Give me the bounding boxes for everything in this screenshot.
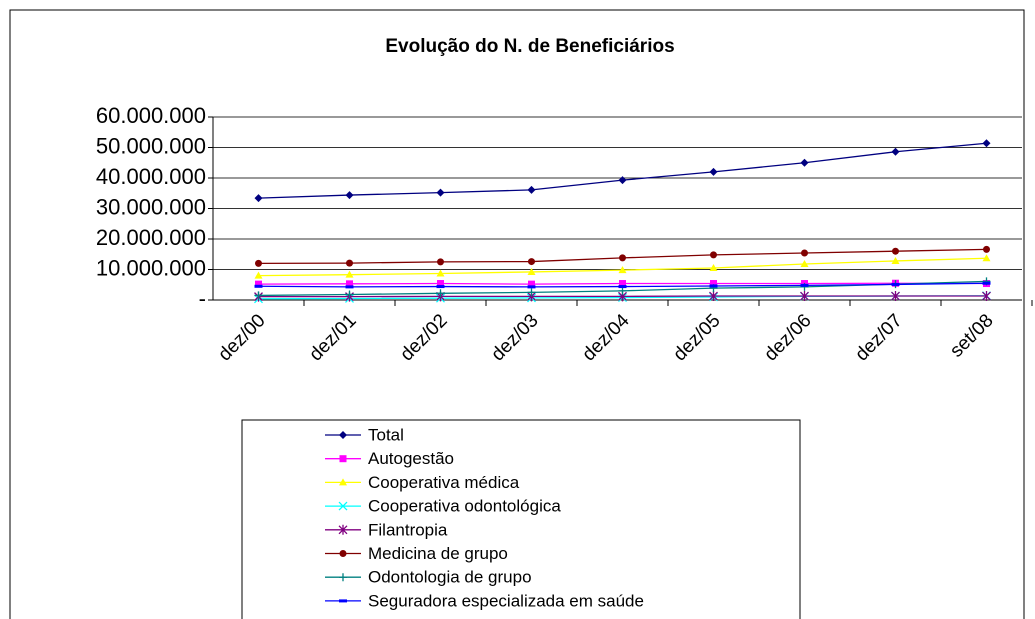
y-tick-label: 30.000.000	[96, 194, 206, 219]
marker	[255, 280, 262, 288]
marker	[618, 266, 627, 274]
marker	[983, 245, 990, 253]
marker	[527, 185, 536, 194]
legend-label: Odontologia de grupo	[368, 568, 532, 587]
marker	[527, 288, 536, 297]
legend-label: Autogestão	[368, 449, 454, 468]
y-tick-label: 10.000.000	[96, 255, 206, 280]
marker	[528, 258, 535, 266]
marker	[618, 176, 627, 185]
legend-label: Cooperativa médica	[368, 473, 520, 492]
y-tick-label: 60.000.000	[96, 103, 206, 128]
chart-title: Evolução do N. de Beneficiários	[385, 36, 674, 57]
marker	[982, 291, 991, 302]
legend-label: Cooperativa odontológica	[368, 497, 561, 516]
marker	[339, 478, 347, 486]
legend-box	[241, 419, 801, 619]
marker	[618, 286, 627, 295]
marker	[709, 263, 718, 271]
legend-label: Medicina de grupo	[368, 544, 508, 563]
legend-label: Seguradora especializada em saúde	[368, 591, 644, 610]
marker	[346, 259, 353, 267]
marker	[338, 524, 348, 535]
marker	[982, 254, 991, 262]
y-tick-label: 20.000.000	[96, 225, 206, 250]
marker	[345, 290, 354, 299]
marker	[710, 251, 717, 259]
marker	[255, 259, 262, 267]
marker	[709, 291, 718, 302]
y-tick-label: -	[199, 286, 206, 311]
marker	[891, 291, 900, 302]
marker	[801, 249, 808, 257]
marker	[619, 280, 626, 288]
marker	[436, 269, 445, 277]
marker	[800, 291, 809, 302]
marker	[891, 256, 900, 264]
marker	[891, 147, 900, 156]
marker	[437, 280, 444, 288]
marker	[527, 267, 536, 275]
marker	[619, 254, 626, 262]
marker	[339, 573, 347, 582]
marker	[528, 280, 535, 288]
marker	[339, 550, 347, 557]
marker	[437, 258, 444, 266]
marker	[436, 188, 445, 197]
marker	[710, 280, 717, 288]
marker	[345, 270, 354, 278]
marker	[800, 158, 809, 167]
marker	[254, 271, 263, 279]
legend-label: Total	[368, 425, 404, 444]
y-tick-label: 50.000.000	[96, 133, 206, 158]
marker	[982, 139, 991, 148]
marker	[339, 455, 347, 463]
marker	[338, 501, 348, 511]
marker	[346, 280, 353, 288]
marker	[800, 260, 809, 268]
marker	[254, 291, 263, 300]
marker	[254, 194, 263, 203]
legend-label: Filantropia	[368, 520, 448, 539]
marker	[436, 289, 445, 298]
marker	[339, 431, 347, 439]
y-tick-label: 40.000.000	[96, 164, 206, 189]
marker	[345, 191, 354, 200]
marker	[709, 167, 718, 176]
marker	[892, 247, 899, 255]
